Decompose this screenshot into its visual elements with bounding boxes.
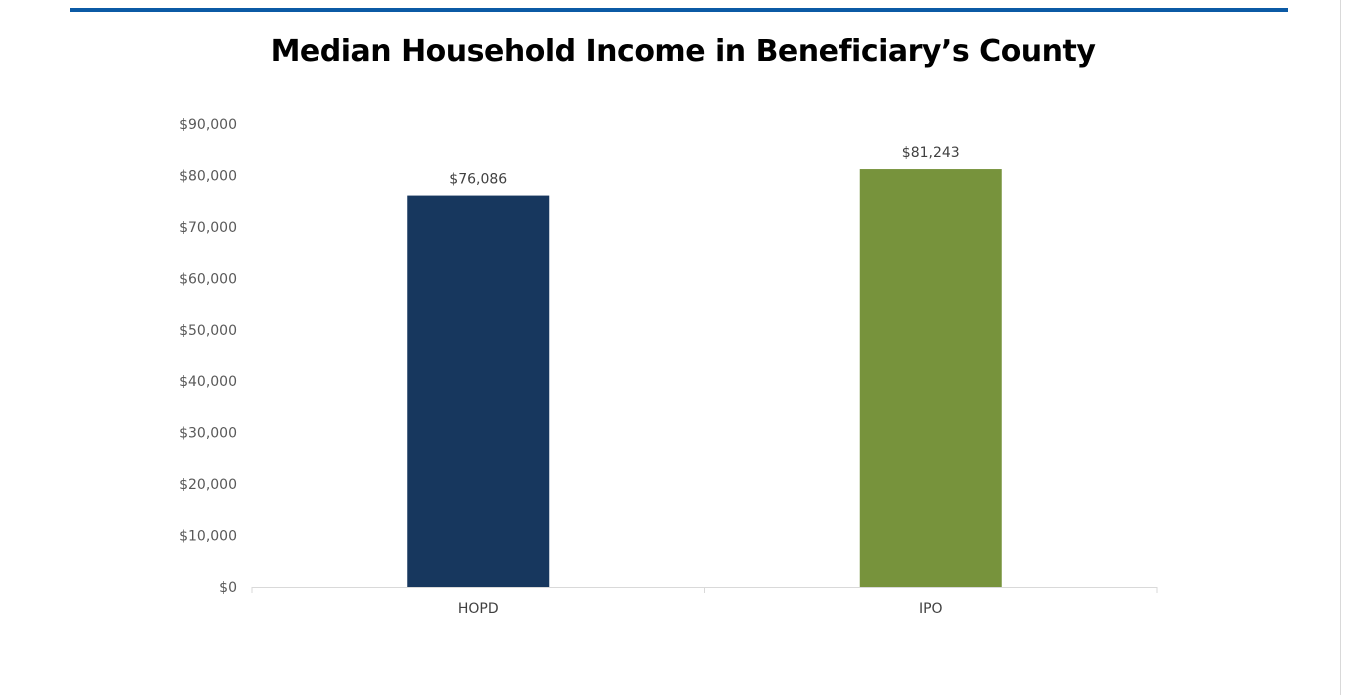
frame-border <box>1340 0 1341 695</box>
chart-title: Median Household Income in Beneficiary’s… <box>270 34 1096 69</box>
header-accent-rule <box>70 8 1288 12</box>
y-tick-label: $50,000 <box>179 323 237 339</box>
y-tick-label: $70,000 <box>179 220 237 236</box>
bar-hopd <box>407 195 550 587</box>
y-tick-label: $90,000 <box>179 117 237 133</box>
bar-ipo <box>859 169 1002 587</box>
x-category-label: HOPD <box>458 601 499 617</box>
y-tick-label: $10,000 <box>179 529 237 545</box>
x-category-label: IPO <box>919 601 943 617</box>
y-tick-label: $0 <box>219 580 237 596</box>
data-label: $81,243 <box>902 145 960 161</box>
data-label: $76,086 <box>449 172 507 188</box>
y-tick-label: $60,000 <box>179 271 237 287</box>
y-tick-label: $80,000 <box>179 168 237 184</box>
y-tick-label: $30,000 <box>179 426 237 442</box>
y-tick-label: $40,000 <box>179 374 237 390</box>
y-tick-label: $20,000 <box>179 477 237 493</box>
